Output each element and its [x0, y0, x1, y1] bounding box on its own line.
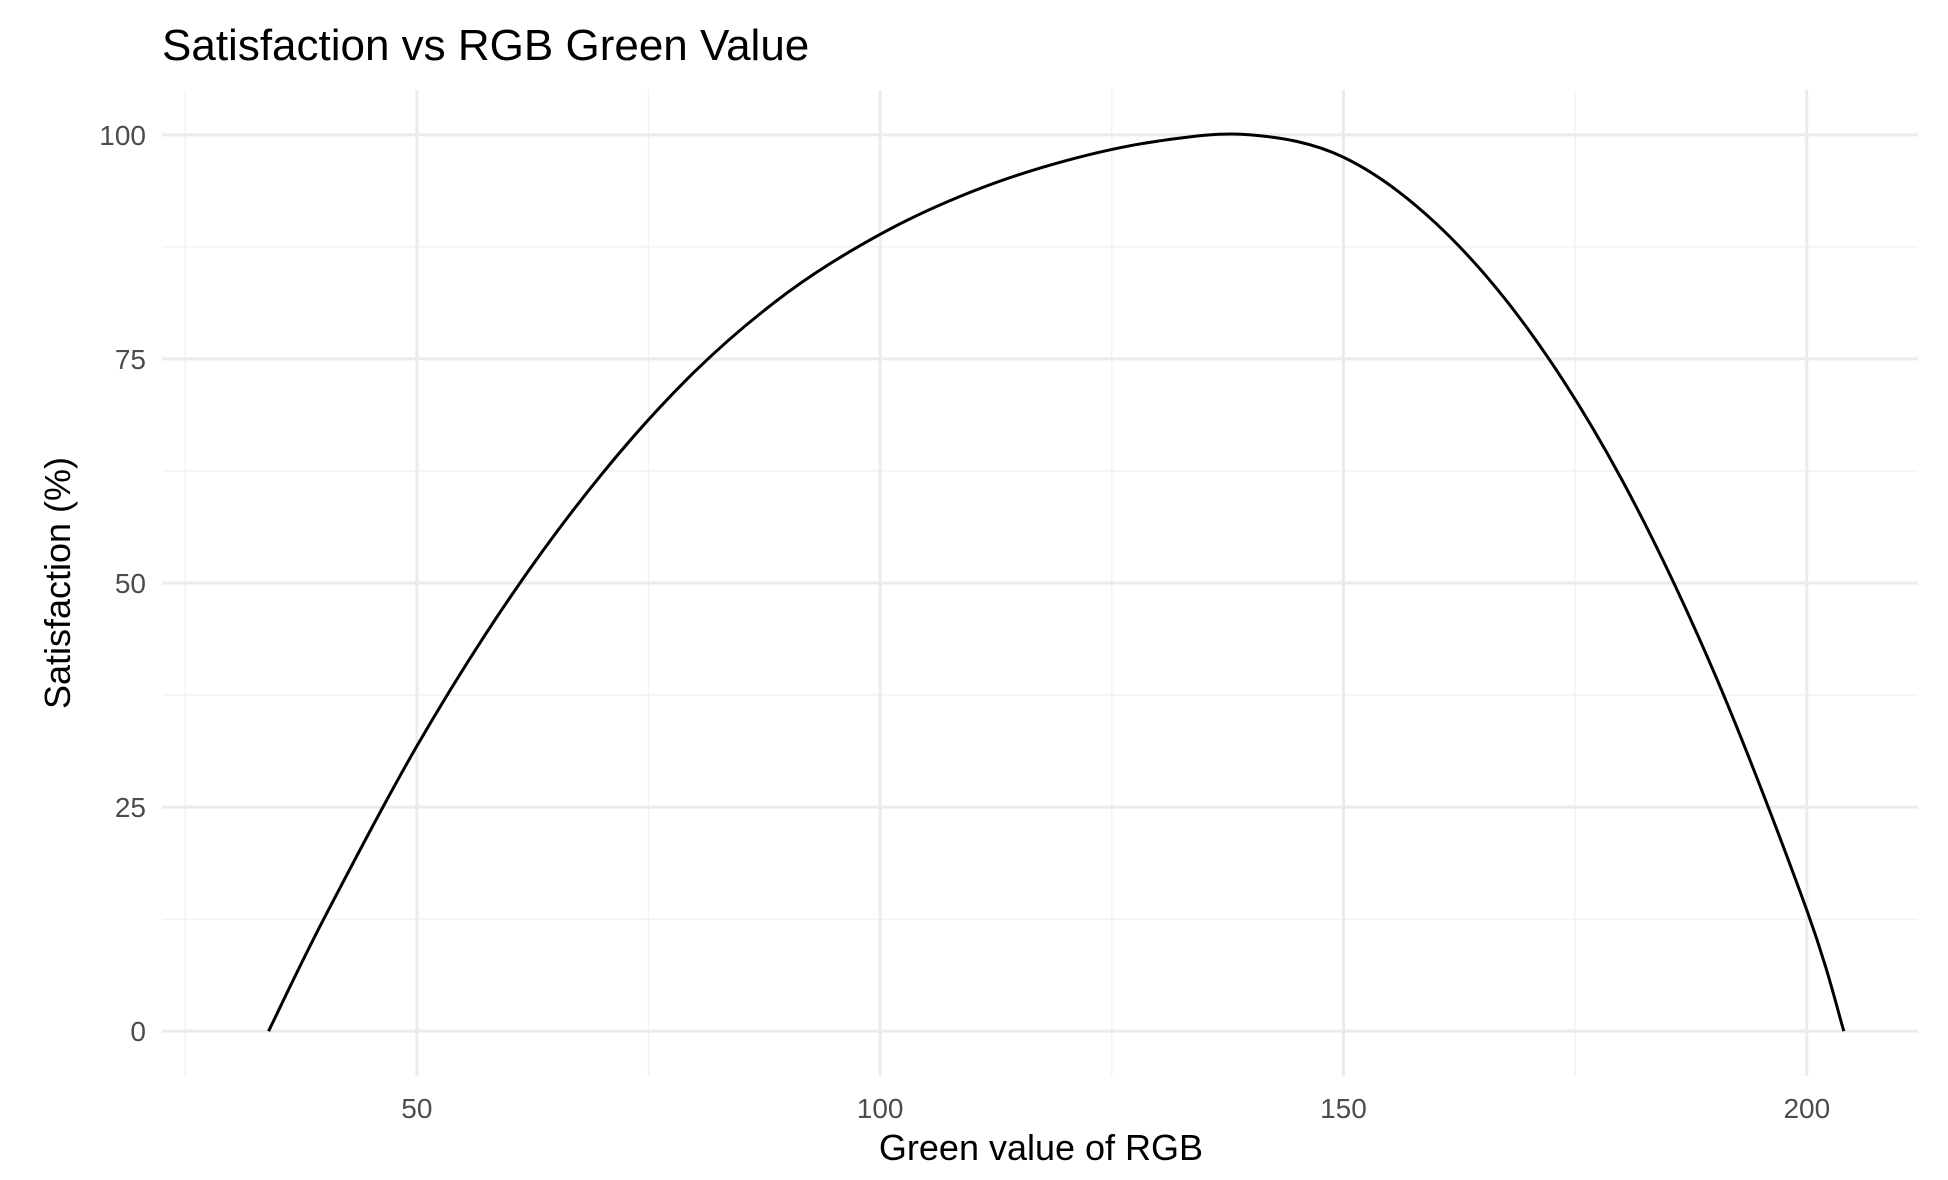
x-tick-label: 100 — [857, 1093, 904, 1124]
chart-title: Satisfaction vs RGB Green Value — [162, 21, 809, 70]
satisfaction-curve — [267, 132, 1846, 1032]
x-axis-title: Green value of RGB — [879, 1127, 1203, 1168]
x-tick-label: 50 — [401, 1093, 432, 1124]
y-tick-label: 100 — [99, 120, 146, 151]
data-series — [267, 132, 1846, 1032]
major-gridlines — [162, 90, 1918, 1076]
minor-gridlines — [162, 90, 1918, 1076]
tick-labels: 50 100 150 200 0 25 50 75 100 — [99, 120, 1830, 1124]
y-axis-title: Satisfaction (%) — [37, 457, 78, 709]
y-tick-label: 25 — [115, 792, 146, 823]
x-tick-label: 150 — [1320, 1093, 1367, 1124]
y-tick-label: 75 — [115, 344, 146, 375]
y-tick-label: 50 — [115, 568, 146, 599]
y-tick-label: 0 — [130, 1016, 146, 1047]
x-tick-label: 200 — [1783, 1093, 1830, 1124]
